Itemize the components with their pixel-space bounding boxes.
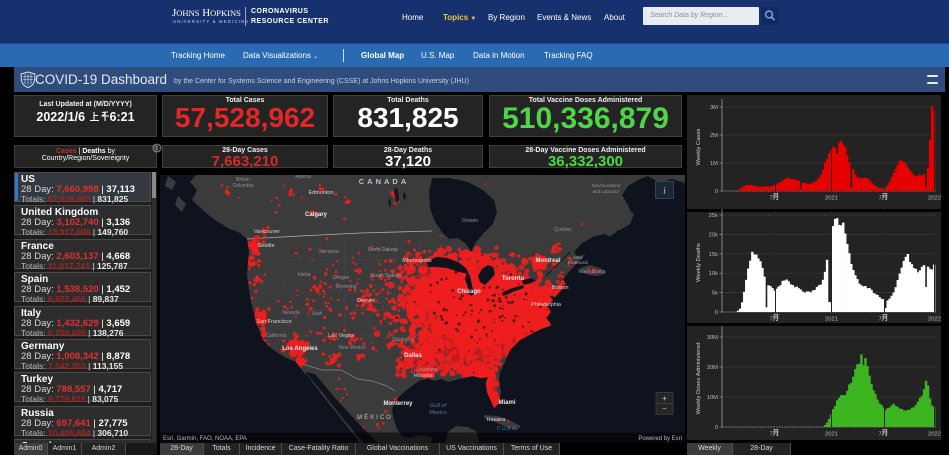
svg-text:7: 7 xyxy=(770,317,773,323)
svg-text:Weekly Deaths: Weekly Deaths xyxy=(696,243,702,282)
svg-text:7: 7 xyxy=(879,432,882,438)
svg-text:Gulf of: Gulf of xyxy=(430,403,447,409)
svg-text:Utah: Utah xyxy=(312,311,323,317)
svg-text:15k: 15k xyxy=(709,252,718,258)
svg-text:Wyoming: Wyoming xyxy=(336,284,357,290)
svg-text:10k: 10k xyxy=(709,271,718,277)
svg-text:Montreal: Montreal xyxy=(535,258,560,264)
svg-text:CUBA: CUBA xyxy=(497,426,517,432)
svg-text:Columbia: Columbia xyxy=(232,183,253,189)
svg-text:10M: 10M xyxy=(707,395,718,401)
svg-text:CANADA: CANADA xyxy=(359,177,410,186)
svg-text:Québec: Québec xyxy=(554,227,572,233)
svg-text:Weekly Cases: Weekly Cases xyxy=(696,128,702,165)
svg-text:7: 7 xyxy=(879,317,882,323)
svg-text:San Francisco: San Francisco xyxy=(256,319,291,325)
svg-text:North Dakota: North Dakota xyxy=(368,247,398,253)
svg-text:−: − xyxy=(662,405,667,414)
svg-text:2021: 2021 xyxy=(825,317,838,323)
svg-text:2M: 2M xyxy=(710,133,718,139)
svg-text:7: 7 xyxy=(879,196,882,202)
svg-text:Nevada: Nevada xyxy=(282,310,299,316)
svg-text:Miami: Miami xyxy=(498,400,515,406)
svg-text:California: California xyxy=(265,333,286,339)
svg-text:Dallas: Dallas xyxy=(404,353,422,359)
svg-text:+: + xyxy=(662,394,667,403)
svg-text:20M: 20M xyxy=(707,365,718,371)
svg-text:New Mexico: New Mexico xyxy=(338,345,365,351)
svg-text:30M: 30M xyxy=(707,335,718,341)
svg-text:Ontario: Ontario xyxy=(462,218,479,224)
svg-text:Philadelphia: Philadelphia xyxy=(531,302,562,308)
svg-text:1M: 1M xyxy=(710,161,718,167)
svg-text:Calgary: Calgary xyxy=(305,212,328,218)
svg-text:5k: 5k xyxy=(712,291,718,297)
svg-text:Las Vegas: Las Vegas xyxy=(328,333,354,339)
svg-text:0: 0 xyxy=(715,425,718,431)
svg-text:Brunswick: Brunswick xyxy=(568,260,589,265)
svg-text:3M: 3M xyxy=(710,105,718,111)
svg-text:Houston: Houston xyxy=(414,373,435,379)
svg-text:2022: 2022 xyxy=(928,317,941,323)
svg-text:0: 0 xyxy=(715,310,718,316)
svg-text:2021: 2021 xyxy=(825,432,838,438)
svg-text:25k: 25k xyxy=(709,213,718,219)
svg-text:Alberta: Alberta xyxy=(295,175,311,180)
svg-text:South Dakota: South Dakota xyxy=(371,273,402,279)
svg-text:Havana: Havana xyxy=(487,417,507,423)
svg-text:20k: 20k xyxy=(709,232,718,238)
svg-text:7: 7 xyxy=(770,432,773,438)
svg-text:Boston: Boston xyxy=(551,285,568,291)
svg-text:Los Angeles: Los Angeles xyxy=(282,346,318,352)
svg-text:2021: 2021 xyxy=(825,196,838,202)
svg-text:and Labrador: and Labrador xyxy=(593,189,620,194)
svg-text:Nova Scotia: Nova Scotia xyxy=(579,269,606,275)
svg-text:7: 7 xyxy=(770,196,773,202)
svg-text:Monterrey: Monterrey xyxy=(383,401,413,407)
svg-text:Chicago: Chicago xyxy=(457,289,481,295)
svg-text:Newfoundland: Newfoundland xyxy=(592,183,621,188)
svg-text:Montana: Montana xyxy=(319,249,339,255)
svg-text:Idaho: Idaho xyxy=(298,272,311,278)
svg-text:Denver: Denver xyxy=(357,298,375,304)
svg-text:Mexico: Mexico xyxy=(429,410,446,416)
svg-text:0: 0 xyxy=(715,189,718,195)
svg-text:Oklahoma: Oklahoma xyxy=(392,337,415,343)
svg-text:Edmonton: Edmonton xyxy=(308,190,333,196)
svg-text:Vancouver: Vancouver xyxy=(254,229,280,235)
svg-text:Toronto: Toronto xyxy=(502,276,525,282)
svg-text:Oregon: Oregon xyxy=(333,275,350,281)
svg-text:Minneapolis: Minneapolis xyxy=(402,258,432,264)
svg-text:Weekly Doses Administered: Weekly Doses Administered xyxy=(696,342,702,414)
svg-text:2022: 2022 xyxy=(928,432,941,438)
svg-text:MÉXICO: MÉXICO xyxy=(357,414,393,421)
svg-text:Seattle: Seattle xyxy=(257,243,274,249)
svg-text:Powered by Esri: Powered by Esri xyxy=(638,436,682,442)
svg-text:2022: 2022 xyxy=(928,196,941,202)
svg-text:Esri, Garmin, FAO, NOAA, EPA: Esri, Garmin, FAO, NOAA, EPA xyxy=(163,436,247,442)
